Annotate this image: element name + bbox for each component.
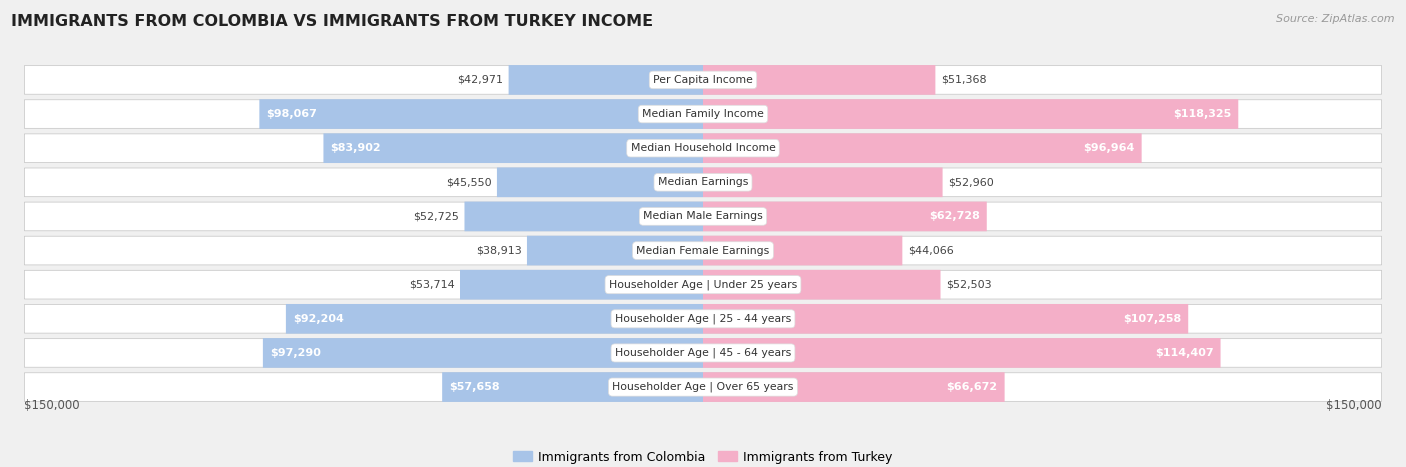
Text: $44,066: $44,066 bbox=[908, 246, 953, 255]
FancyBboxPatch shape bbox=[703, 372, 1005, 402]
FancyBboxPatch shape bbox=[24, 65, 1382, 94]
FancyBboxPatch shape bbox=[703, 168, 942, 197]
Text: $92,204: $92,204 bbox=[292, 314, 343, 324]
Text: $51,368: $51,368 bbox=[941, 75, 987, 85]
Text: Householder Age | Under 25 years: Householder Age | Under 25 years bbox=[609, 279, 797, 290]
Text: Median Family Income: Median Family Income bbox=[643, 109, 763, 119]
FancyBboxPatch shape bbox=[703, 99, 1239, 129]
Text: $42,971: $42,971 bbox=[457, 75, 503, 85]
Text: Source: ZipAtlas.com: Source: ZipAtlas.com bbox=[1277, 14, 1395, 24]
FancyBboxPatch shape bbox=[24, 373, 1382, 402]
FancyBboxPatch shape bbox=[24, 134, 1382, 163]
Text: $45,550: $45,550 bbox=[446, 177, 491, 187]
FancyBboxPatch shape bbox=[24, 100, 1382, 128]
Text: Median Household Income: Median Household Income bbox=[630, 143, 776, 153]
Text: Median Female Earnings: Median Female Earnings bbox=[637, 246, 769, 255]
FancyBboxPatch shape bbox=[703, 65, 935, 95]
Text: Median Male Earnings: Median Male Earnings bbox=[643, 212, 763, 221]
Text: $114,407: $114,407 bbox=[1154, 348, 1213, 358]
FancyBboxPatch shape bbox=[441, 372, 703, 402]
Text: IMMIGRANTS FROM COLOMBIA VS IMMIGRANTS FROM TURKEY INCOME: IMMIGRANTS FROM COLOMBIA VS IMMIGRANTS F… bbox=[11, 14, 654, 29]
FancyBboxPatch shape bbox=[703, 236, 903, 265]
Text: $97,290: $97,290 bbox=[270, 348, 321, 358]
FancyBboxPatch shape bbox=[263, 338, 703, 368]
FancyBboxPatch shape bbox=[24, 236, 1382, 265]
Text: $57,658: $57,658 bbox=[449, 382, 499, 392]
Text: Householder Age | Over 65 years: Householder Age | Over 65 years bbox=[612, 382, 794, 392]
FancyBboxPatch shape bbox=[24, 304, 1382, 333]
Legend: Immigrants from Colombia, Immigrants from Turkey: Immigrants from Colombia, Immigrants fro… bbox=[509, 446, 897, 467]
FancyBboxPatch shape bbox=[259, 99, 703, 129]
Text: Median Earnings: Median Earnings bbox=[658, 177, 748, 187]
Text: $38,913: $38,913 bbox=[475, 246, 522, 255]
FancyBboxPatch shape bbox=[703, 338, 1220, 368]
FancyBboxPatch shape bbox=[703, 134, 1142, 163]
Text: $62,728: $62,728 bbox=[929, 212, 980, 221]
Text: $96,964: $96,964 bbox=[1083, 143, 1135, 153]
Text: $98,067: $98,067 bbox=[266, 109, 318, 119]
Text: $150,000: $150,000 bbox=[1326, 399, 1382, 411]
FancyBboxPatch shape bbox=[703, 202, 987, 231]
FancyBboxPatch shape bbox=[460, 270, 703, 299]
Text: $118,325: $118,325 bbox=[1173, 109, 1232, 119]
Text: $83,902: $83,902 bbox=[330, 143, 381, 153]
Text: $107,258: $107,258 bbox=[1123, 314, 1181, 324]
Text: $66,672: $66,672 bbox=[946, 382, 998, 392]
FancyBboxPatch shape bbox=[285, 304, 703, 333]
FancyBboxPatch shape bbox=[509, 65, 703, 95]
FancyBboxPatch shape bbox=[323, 134, 703, 163]
Text: $53,714: $53,714 bbox=[409, 280, 454, 290]
FancyBboxPatch shape bbox=[24, 339, 1382, 367]
Text: $52,503: $52,503 bbox=[946, 280, 991, 290]
Text: $52,960: $52,960 bbox=[948, 177, 994, 187]
FancyBboxPatch shape bbox=[527, 236, 703, 265]
FancyBboxPatch shape bbox=[703, 304, 1188, 333]
FancyBboxPatch shape bbox=[24, 202, 1382, 231]
Text: Per Capita Income: Per Capita Income bbox=[652, 75, 754, 85]
FancyBboxPatch shape bbox=[496, 168, 703, 197]
Text: $52,725: $52,725 bbox=[413, 212, 458, 221]
Text: Householder Age | 25 - 44 years: Householder Age | 25 - 44 years bbox=[614, 313, 792, 324]
FancyBboxPatch shape bbox=[24, 168, 1382, 197]
FancyBboxPatch shape bbox=[24, 270, 1382, 299]
Text: $150,000: $150,000 bbox=[24, 399, 80, 411]
Text: Householder Age | 45 - 64 years: Householder Age | 45 - 64 years bbox=[614, 348, 792, 358]
FancyBboxPatch shape bbox=[464, 202, 703, 231]
FancyBboxPatch shape bbox=[703, 270, 941, 299]
